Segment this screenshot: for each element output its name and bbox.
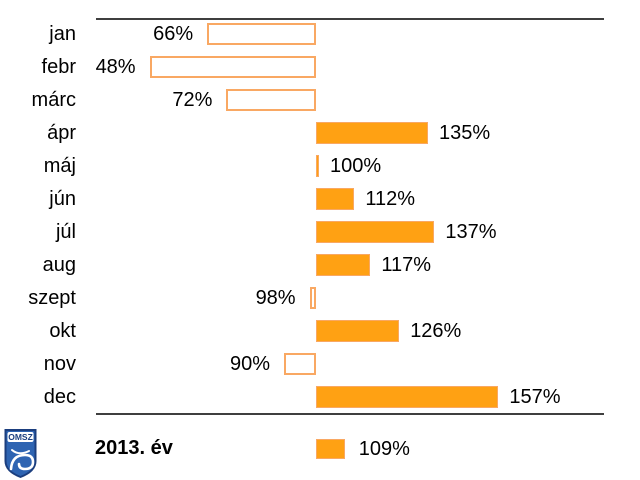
month-label: febr — [41, 56, 76, 79]
logo-band — [7, 432, 34, 442]
month-label: jún — [49, 188, 76, 211]
month-label: szept — [28, 286, 76, 309]
value-label: 117% — [381, 253, 432, 276]
bottom-rule — [96, 413, 604, 415]
bar-below-reference — [309, 286, 316, 309]
bar-above-reference — [316, 385, 499, 408]
bar-above-reference — [316, 220, 435, 243]
value-label: 90% — [229, 352, 270, 375]
value-label: 137% — [445, 220, 497, 243]
bar-below-reference — [284, 352, 316, 375]
month-label: aug — [42, 253, 76, 276]
month-label: ápr — [47, 122, 76, 145]
value-label: 157% — [509, 385, 561, 408]
value-label: 72% — [172, 89, 213, 112]
bar-above-reference — [316, 319, 400, 342]
value-label: 48% — [95, 56, 136, 79]
month-label: dec — [43, 385, 76, 408]
bar-above-reference — [316, 155, 319, 178]
bar-below-reference — [149, 56, 316, 79]
annual-bar — [316, 439, 345, 459]
bar-below-reference — [226, 89, 316, 112]
top-rule — [96, 18, 604, 20]
month-label: okt — [49, 319, 76, 342]
logo-bird-icon — [11, 449, 30, 455]
value-label: 112% — [365, 188, 416, 211]
bar-below-reference — [207, 23, 316, 46]
logo-wave-icon — [9, 453, 35, 471]
month-label: nov — [43, 352, 76, 375]
omsz-logo: OMSZ — [4, 429, 37, 478]
value-label: 98% — [255, 286, 296, 309]
logo-text: OMSZ — [8, 432, 33, 442]
month-label: júl — [55, 220, 76, 243]
month-label: jan — [49, 23, 76, 46]
bar-above-reference — [316, 122, 428, 145]
value-label: 100% — [330, 155, 382, 178]
year-label: 2013. év — [95, 437, 173, 459]
annual-value-label: 109% — [358, 438, 410, 460]
value-label: 126% — [410, 319, 462, 342]
bar-above-reference — [316, 188, 355, 211]
month-label: máj — [43, 155, 76, 178]
month-label: márc — [31, 89, 76, 112]
value-label: 66% — [153, 23, 194, 46]
value-label: 135% — [439, 122, 491, 145]
bar-above-reference — [316, 253, 371, 276]
